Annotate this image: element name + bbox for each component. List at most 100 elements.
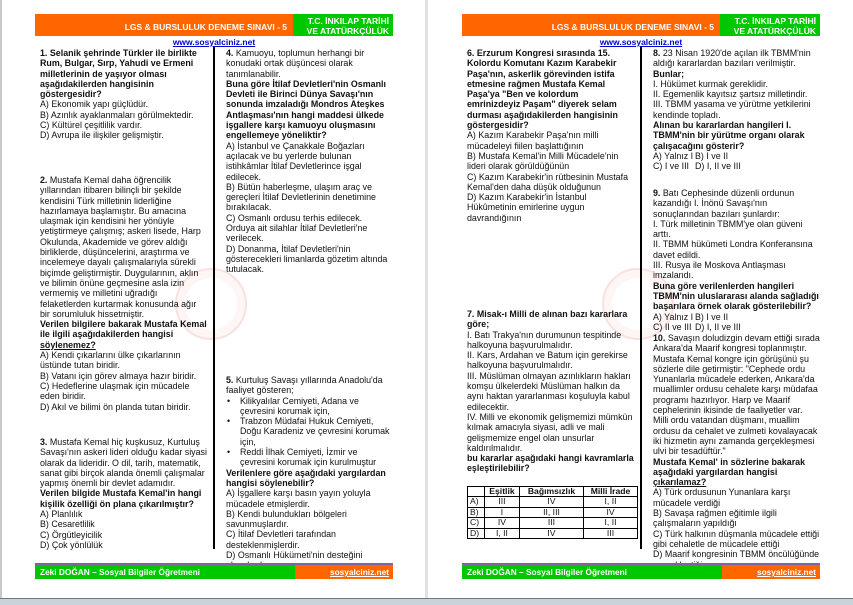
question-text: 5. Kurtuluş Savaşı yıllarında Anadolu'da… xyxy=(226,375,393,396)
answer-option[interactable]: D) Donanma, İtilaf Devletleri'nin göster… xyxy=(226,243,388,275)
answer-option[interactable]: C) Kazım Karabekir'in rütbesinin Mustafa… xyxy=(467,171,629,192)
text-span: Kamuoyu, toplumun herhangi bir konudaki … xyxy=(226,48,365,79)
table-cell: Eşitlik xyxy=(484,485,520,498)
answer-option[interactable]: B) Mustafa Kemal'in Milli Mücadele'nin l… xyxy=(467,150,619,172)
answer-option[interactable]: B) Savaşa rağmen eğitimle ilgili çalışma… xyxy=(653,508,777,529)
answer-option[interactable]: D) I, II ve III xyxy=(695,321,741,332)
underlined-keyword: çıkarılamaz? xyxy=(653,477,707,488)
table-cell[interactable]: A) xyxy=(467,496,485,508)
answer-option[interactable]: B) Azınlık ayaklanmaları görülmektedir. xyxy=(40,109,194,120)
answer-options: A) Kendi çıkarlarını ülke çıkarlarının ü… xyxy=(40,350,207,412)
table-cell[interactable]: D) xyxy=(467,527,485,540)
text-span: III. Müslüman olmayan azınlıkların hakla… xyxy=(467,370,631,412)
site-link[interactable]: www.sosyalciniz.net xyxy=(599,37,683,47)
answer-option[interactable]: A) Planlılık xyxy=(40,509,83,520)
footer-site-link[interactable]: sosyalciniz.net xyxy=(722,565,820,579)
bullet-item: Reddi İlhak Cemiyeti, İzmir ve çevresini… xyxy=(226,447,393,468)
question-text: 7. Misak-ı Milli de alınan bazı kararlar… xyxy=(467,309,634,330)
question-2: 2. Mustafa Kemal daha öğrencilik yılları… xyxy=(40,175,207,412)
bullet-item: Kilikyalılar Cemiyeti, Adana ve çevresin… xyxy=(226,396,393,417)
table-row: D) I, II IV III xyxy=(467,527,638,540)
column-divider xyxy=(640,47,642,549)
table-cell[interactable]: C) xyxy=(467,517,485,529)
footer-site-link[interactable]: sosyalciniz.net xyxy=(295,565,393,579)
answer-option[interactable]: A) İşgallere karşı basın yayın yoluyla m… xyxy=(226,488,371,509)
answer-options: A) Kazım Karabekir Paşa'nın milli mücade… xyxy=(467,130,634,223)
question-number: 8. xyxy=(653,48,661,58)
question-text: II. Egemenlik kayıtsız şartsız milletind… xyxy=(653,89,820,99)
text-span: III. TBMM yasama ve yürütme yetkilerini … xyxy=(653,99,811,120)
site-link[interactable]: www.sosyalciniz.net xyxy=(172,37,256,47)
answer-option[interactable]: D) Akıl ve bilimi ön planda tutan biridi… xyxy=(40,401,191,412)
answer-options: A) Yalnız I B) I ve II C) I ve III D) I, II… xyxy=(653,151,820,172)
answer-options: A) İstanbul ve Çanakkale Boğazları açıla… xyxy=(226,141,393,275)
viewer-bottom-bar xyxy=(0,598,853,605)
answer-option[interactable]: D) Çok yönlülük xyxy=(40,539,103,550)
text-span: I. Türk milletinin TBMM'ye olan güveni a… xyxy=(653,218,803,240)
answer-option[interactable]: D) I, II ve III xyxy=(695,161,741,172)
answer-option[interactable]: C) Hedeflerine ulaşmak için mücadele ede… xyxy=(40,380,190,402)
question-text: I. Türk milletinin TBMM'ye olan güveni a… xyxy=(653,219,820,240)
question-text: III. TBMM yasama ve yürütme yetkilerini … xyxy=(653,99,820,120)
text-span: I. Batı Trakya'nın durumunun tespitinde … xyxy=(467,329,622,350)
exam-page: LGS & BURSLULUK DENEME SINAVI - 5 T.C. İN… xyxy=(462,0,820,590)
answer-option[interactable]: A) Yalnız I xyxy=(653,150,694,161)
answer-option[interactable]: D) Avrupa ile ilişkiler gelişmiştir. xyxy=(40,130,164,141)
table-row: C) IV III I, II xyxy=(467,517,638,529)
page-gap xyxy=(425,0,428,604)
exam-title: LGS & BURSLULUK DENEME SINAVI - 5 xyxy=(462,14,720,36)
answer-option[interactable]: C) İtilaf Devletleri tarafından destekle… xyxy=(226,529,336,550)
text-span: Mustafa Kemal hiç kuşkusuz, Kurtuluş Sav… xyxy=(40,437,207,489)
question-text: 8. 23 Nisan 1920'de açılan ilk TBMM'nin … xyxy=(653,48,820,69)
answer-options: A) İşgallere karşı basın yayın yoluyla m… xyxy=(226,488,393,570)
answer-option[interactable]: B) I ve II xyxy=(695,150,729,161)
answer-option[interactable]: C) Örgütleyicilik xyxy=(40,529,103,540)
text-span: II. TBMM hükümeti Londra Konferansına da… xyxy=(653,239,813,260)
question-text: III. Rusya ile Moskova Antlaşması imzala… xyxy=(653,260,820,281)
question-text: I. Batı Trakya'nın durumunun tespitinde … xyxy=(467,330,634,351)
question-text: 3. Mustafa Kemal hiç kuşkusuz, Kurtuluş … xyxy=(40,437,207,488)
table-cell: III xyxy=(518,517,585,529)
text-span: Verilenlere göre aşağıdaki yargılardan h… xyxy=(226,467,386,488)
text-span: Selanik şehrinde Türkler ile birlikte Ru… xyxy=(40,48,197,100)
table-cell: Bağımsızlık xyxy=(518,485,585,498)
table-cell[interactable]: B) xyxy=(467,506,485,519)
answer-option[interactable]: B) Kendi bulundukları bölgeleri savunmuş… xyxy=(226,508,347,530)
text-span: II. Kars, Ardahan ve Batum için gerekirs… xyxy=(467,350,628,371)
question-number: 5. xyxy=(226,375,234,385)
answer-option[interactable]: A) Kazım Karabekir Paşa'nın milli mücade… xyxy=(467,130,599,151)
answer-option[interactable]: A) Kendi çıkarlarını ülke çıkarlarının ü… xyxy=(40,350,181,371)
answer-option[interactable]: D) Kazım Karabekir'in İstanbul Hükûmetin… xyxy=(467,192,587,223)
answer-option[interactable]: A) Yalnız I xyxy=(653,311,694,322)
question-3: 3. Mustafa Kemal hiç kuşkusuz, Kurtuluş … xyxy=(40,437,207,550)
text-span: Bunlar; xyxy=(653,68,685,79)
answer-option[interactable]: A) İstanbul ve Çanakkale Boğazları açıla… xyxy=(226,140,365,182)
question-number: 10. xyxy=(653,333,666,343)
answer-option[interactable]: C) Kültürel çeşitlilik vardır. xyxy=(40,120,143,131)
answer-option[interactable]: B) Vatanı için görev almaya hazır biridi… xyxy=(40,370,197,381)
answer-option[interactable]: A) Ekonomik yapı güçlüdür. xyxy=(40,99,149,110)
text-span: Buna göre İtilaf Devletleri'nin Osmanlı … xyxy=(226,78,386,141)
answer-option[interactable]: C) II ve III xyxy=(653,321,692,332)
question-text: 9. Batı Cephesinde düzenli ordunun kazan… xyxy=(653,188,820,219)
text-span: IV. Milli ve ekonomik gelişmemizi mümkün… xyxy=(467,411,633,453)
answer-option[interactable]: B) I ve II xyxy=(695,311,729,322)
question-text: IV. Milli ve ekonomik gelişmemizi mümkün… xyxy=(467,412,634,453)
answer-options: A) Yalnız I B) I ve II C) II ve III D) I, I… xyxy=(653,312,820,333)
question-7: 7. Misak-ı Milli de alınan bazı kararlar… xyxy=(467,309,638,540)
answer-option[interactable]: C) Türk halkının düşmanla mücadele ettiğ… xyxy=(653,528,820,549)
answer-option[interactable]: B) Cesaretlilik xyxy=(40,519,95,530)
answer-option[interactable]: B) Bütün haberleşme, ulaşım araç ve gere… xyxy=(226,181,376,213)
question-text: Verilen bilgide Mustafa Kemal'in hangi k… xyxy=(40,488,207,509)
answer-option[interactable]: C) I ve III xyxy=(653,161,689,172)
question-text: I. Hükümet kurmak gereklidir. xyxy=(653,79,820,89)
page-footer: Zeki DOĞAN – Sosyal Bilgiler Öğretmeni so… xyxy=(462,563,820,579)
text-span: I. Hükümet kurmak gereklidir. xyxy=(653,78,768,89)
text-span: bu kararlar aşağıdaki hangi kavramlarla … xyxy=(467,453,634,474)
answer-option[interactable]: A) Türk ordusunun Yunanlara karşı mücade… xyxy=(653,487,791,508)
text-span: II. Egemenlik kayıtsız şartsız milletind… xyxy=(653,89,808,100)
question-10: 10. Savaşın doludizgin devam ettiği sıra… xyxy=(653,333,820,570)
answer-option[interactable]: C) Osmanlı ordusu terhis edilecek. Orduy… xyxy=(226,212,368,244)
text-span: 23 Nisan 1920'de açılan ilk TBMM'nin ald… xyxy=(653,48,811,69)
answer-options: A) Planlılık B) Cesaretlilik C) Örgütleyic… xyxy=(40,509,207,550)
